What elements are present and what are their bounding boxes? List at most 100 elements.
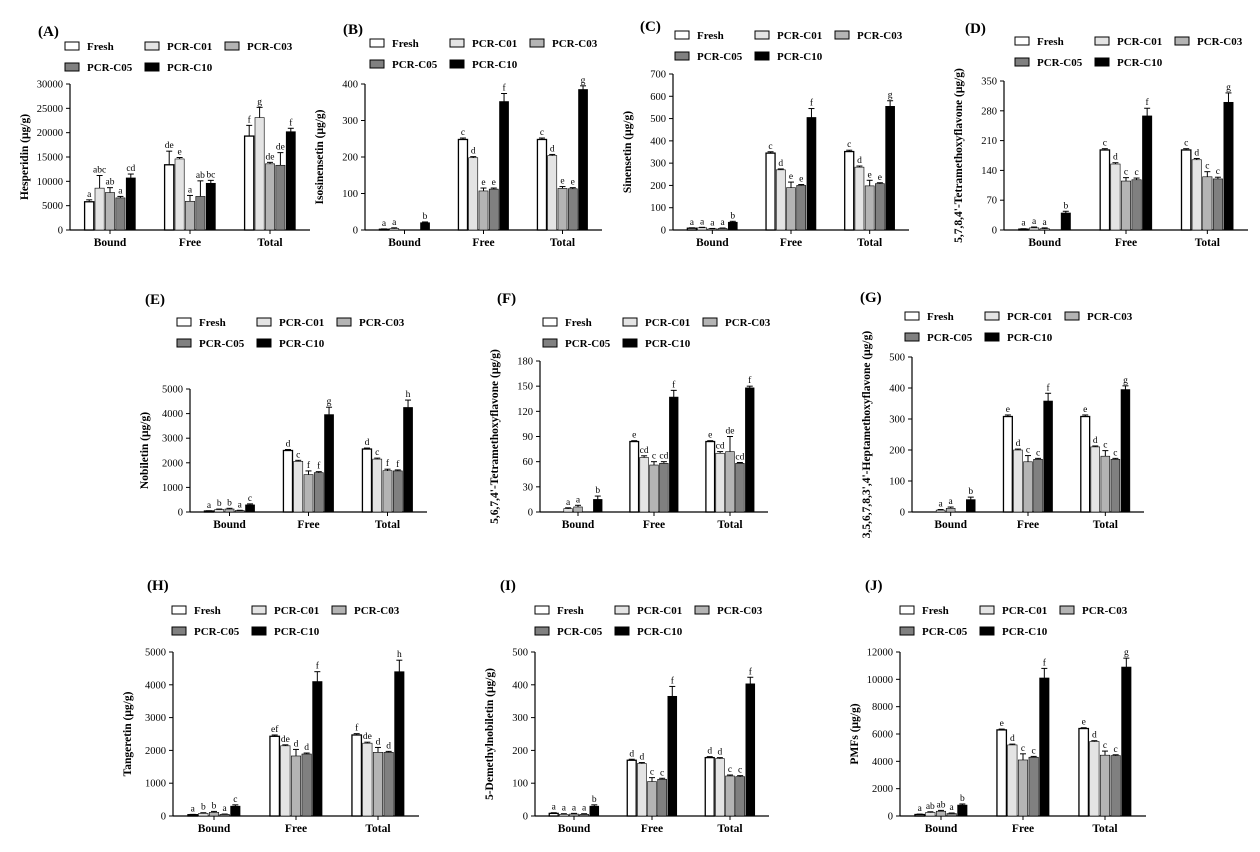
- bar: [717, 228, 728, 231]
- bar: [707, 228, 718, 231]
- significance-letter: f: [289, 117, 293, 128]
- significance-letter: c: [847, 140, 851, 150]
- y-tick-label: 5000: [42, 201, 63, 212]
- y-tick-label: 3000: [162, 434, 183, 445]
- chart-panel-j: (J) Fresh PCR-C01 PCR-C03 PCR-C05 PCR-C10 0 200…: [849, 578, 1146, 835]
- significance-letter: e: [632, 431, 636, 441]
- bar: [1043, 400, 1053, 513]
- significance-letter: cd: [640, 446, 649, 456]
- y-tick-label: 700: [650, 70, 666, 81]
- y-tick-label: 10000: [867, 675, 893, 686]
- legend-label: PCR-C01: [1117, 36, 1162, 48]
- panel-label: (C): [640, 19, 661, 35]
- x-tick-label: Total: [257, 237, 282, 249]
- significance-letter: f: [672, 379, 676, 390]
- panel-label: (A): [38, 24, 59, 40]
- legend-swatch: [529, 38, 545, 48]
- significance-letter: cd: [659, 452, 668, 462]
- chart-panel-i: (I) Fresh PCR-C01 PCR-C03 PCR-C05 PCR-C10 0 100…: [484, 578, 769, 835]
- bar: [224, 508, 235, 513]
- significance-letter: c: [1184, 139, 1188, 149]
- significance-letter: de: [726, 427, 735, 437]
- x-tick-label: Free: [1017, 519, 1039, 531]
- bar: [844, 150, 855, 231]
- bar: [214, 509, 225, 513]
- y-tick-label: 30000: [37, 80, 63, 91]
- significance-letter: c: [1032, 746, 1036, 756]
- y-tick-label: 3000: [145, 713, 166, 724]
- significance-letter: d: [304, 743, 309, 753]
- legend-label: PCR-C05: [922, 626, 968, 638]
- significance-letter: e: [789, 172, 793, 182]
- x-tick-label: Total: [717, 823, 742, 835]
- bar: [389, 228, 400, 231]
- y-axis-title: 3,5,6,7,8,3',4'-Heptamethoxyflavone (μg/…: [861, 331, 873, 539]
- y-tick-label: 200: [889, 446, 905, 457]
- bar: [115, 197, 126, 231]
- significance-letter: f: [749, 666, 753, 677]
- bar: [313, 472, 324, 513]
- bar: [125, 177, 136, 231]
- panel-label: (F): [497, 291, 516, 307]
- significance-letter: ab: [106, 178, 115, 188]
- x-tick-label: Total: [1092, 823, 1117, 835]
- legend-label: PCR-C10: [472, 59, 518, 71]
- legend-label: Fresh: [87, 41, 114, 53]
- bar: [1131, 179, 1142, 231]
- bar: [205, 182, 216, 231]
- bar: [796, 185, 807, 231]
- legend-label: PCR-C03: [857, 30, 903, 42]
- panel-label: (I): [500, 578, 516, 594]
- significance-letter: a: [710, 218, 715, 228]
- bar: [1180, 149, 1192, 231]
- y-axis-title: 5-Demethylnobiletin (μg/g): [484, 668, 496, 800]
- bar: [1033, 458, 1043, 513]
- legend-swatch: [979, 626, 995, 636]
- significance-letter: f: [1047, 382, 1051, 393]
- legend-swatch: [1064, 311, 1080, 321]
- significance-letter: d: [376, 737, 381, 747]
- significance-letter: d: [1113, 153, 1118, 163]
- y-tick-label: 400: [512, 680, 528, 691]
- significance-letter: f: [396, 459, 400, 470]
- x-tick-label: Bound: [1028, 237, 1061, 249]
- y-tick-label: 500: [889, 353, 905, 364]
- y-tick-label: 5000: [145, 648, 166, 659]
- bar: [1121, 180, 1131, 231]
- legend-swatch: [899, 605, 915, 615]
- bar: [282, 449, 294, 513]
- y-tick-label: 350: [981, 77, 997, 88]
- significance-letter: c: [233, 795, 237, 805]
- significance-letter: a: [582, 804, 587, 814]
- legend-label: PCR-C10: [1117, 57, 1163, 69]
- legend-swatch: [64, 41, 80, 51]
- legend-label: PCR-C10: [1002, 626, 1048, 638]
- bar: [589, 805, 600, 817]
- significance-letter: a: [1043, 218, 1048, 228]
- bar: [394, 671, 405, 817]
- y-tick-label: 10000: [37, 177, 63, 188]
- legend-label: PCR-C05: [194, 626, 240, 638]
- bar: [1100, 455, 1111, 513]
- x-tick-label: Free: [1012, 823, 1034, 835]
- significance-letter: d: [550, 144, 555, 154]
- y-tick-label: 12000: [867, 648, 893, 659]
- bar: [536, 138, 548, 231]
- significance-letter: b: [592, 795, 597, 805]
- significance-letter: f: [355, 723, 359, 734]
- bar: [243, 135, 255, 231]
- significance-letter: a: [566, 498, 571, 508]
- significance-letter: g: [257, 97, 262, 107]
- bar: [94, 187, 105, 231]
- bar: [745, 683, 756, 817]
- y-tick-label: 2000: [145, 746, 166, 757]
- legend-label: PCR-C03: [1082, 605, 1128, 617]
- bar: [735, 463, 745, 513]
- significance-letter: cd: [735, 453, 744, 463]
- x-tick-label: Free: [780, 237, 802, 249]
- significance-letter: e: [1006, 405, 1010, 415]
- bar: [1002, 415, 1013, 513]
- panel-label: (D): [965, 21, 986, 37]
- bar: [1078, 727, 1090, 817]
